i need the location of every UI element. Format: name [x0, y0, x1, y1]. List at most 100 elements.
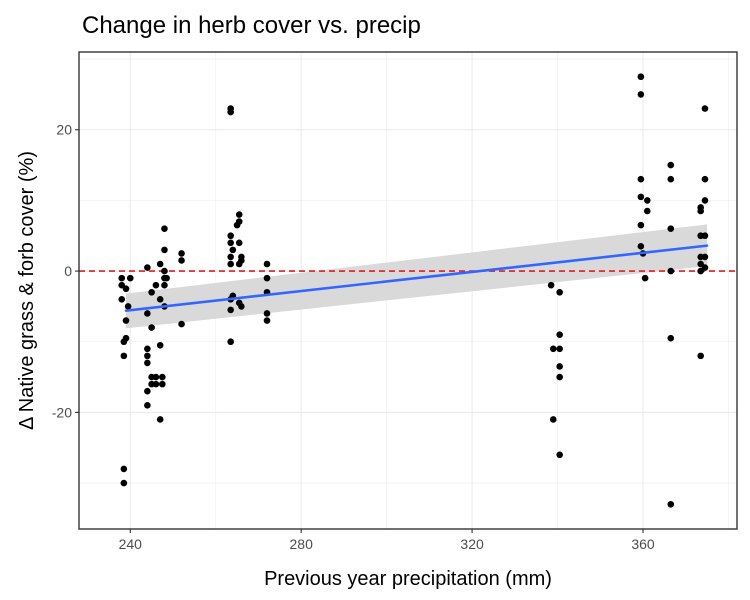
data-point	[227, 108, 234, 116]
x-tick-label: 320	[460, 536, 484, 552]
x-axis-ticks: 240 280 320 360	[119, 529, 655, 552]
data-point	[556, 288, 563, 296]
data-point	[667, 175, 675, 183]
data-point	[263, 310, 271, 317]
data-point	[643, 197, 651, 204]
data-point	[697, 207, 704, 215]
data-point	[152, 373, 160, 381]
data-point	[178, 250, 185, 257]
data-point	[549, 416, 557, 423]
data-point	[701, 232, 709, 240]
data-point	[156, 260, 164, 268]
data-point	[263, 260, 271, 268]
chart-title: Change in herb cover vs. precip	[82, 12, 421, 39]
data-point	[118, 274, 126, 282]
data-point	[637, 193, 645, 201]
data-point	[701, 253, 709, 261]
data-point	[549, 345, 557, 353]
confidence-band	[126, 224, 708, 329]
data-point	[667, 161, 675, 169]
data-point	[156, 341, 164, 349]
data-point	[556, 451, 563, 459]
data-point	[235, 218, 243, 225]
data-point	[144, 310, 151, 317]
data-point	[159, 380, 166, 388]
data-point	[238, 303, 245, 310]
plot-panel-border	[78, 51, 738, 530]
data-point	[144, 359, 151, 367]
data-point	[148, 288, 155, 296]
data-point	[178, 257, 185, 264]
data-point	[227, 306, 234, 314]
data-point	[152, 281, 160, 289]
data-point	[227, 232, 234, 240]
data-point	[637, 175, 645, 183]
x-axis-title: Previous year precipitation (mm)	[264, 568, 552, 590]
data-point	[144, 402, 151, 409]
trend-line	[124, 244, 709, 312]
data-point	[144, 352, 151, 360]
data-point	[227, 253, 234, 261]
data-point	[122, 317, 130, 324]
data-point	[238, 257, 245, 264]
data-point	[547, 281, 555, 289]
data-point	[159, 373, 166, 381]
data-point	[120, 465, 128, 473]
data-point	[148, 324, 155, 331]
data-point	[556, 363, 563, 370]
y-tick-label: 0	[64, 263, 72, 279]
data-point	[227, 260, 234, 268]
trend-line-layer	[124, 244, 709, 312]
data-point	[227, 338, 234, 346]
data-point	[120, 479, 128, 487]
x-tick-label: 240	[119, 536, 143, 552]
y-axis-ticks: -20 0 20	[52, 122, 79, 420]
y-axis-title: Δ Native grass & forb cover (%)	[16, 151, 38, 430]
data-point	[556, 345, 563, 353]
data-point	[701, 197, 709, 204]
data-point	[641, 274, 649, 282]
data-point	[556, 331, 563, 338]
data-point	[156, 416, 164, 423]
data-point	[161, 246, 168, 254]
x-tick-label: 360	[631, 536, 655, 552]
data-point	[697, 352, 704, 360]
y-tick-label: 20	[56, 122, 72, 138]
data-point	[144, 387, 151, 395]
data-point	[178, 320, 185, 328]
data-point	[637, 243, 645, 250]
data-points	[118, 73, 709, 508]
data-point	[161, 281, 168, 289]
data-point	[122, 285, 130, 293]
data-point	[263, 317, 271, 324]
data-point	[643, 207, 651, 215]
data-point	[156, 296, 164, 303]
data-point	[122, 334, 130, 342]
data-point	[163, 274, 170, 282]
data-point	[701, 264, 709, 271]
data-point	[701, 105, 709, 112]
data-point	[144, 264, 151, 271]
data-point	[667, 225, 675, 232]
data-point	[161, 267, 168, 275]
data-point	[637, 91, 645, 98]
data-point	[701, 175, 709, 183]
data-point	[229, 246, 237, 254]
data-point	[235, 211, 243, 218]
data-point	[667, 500, 675, 508]
y-tick-label: -20	[52, 404, 72, 420]
data-point	[161, 225, 168, 232]
data-point	[667, 267, 675, 275]
data-point	[263, 274, 271, 282]
data-point	[667, 334, 675, 342]
data-point	[126, 274, 134, 282]
confidence-band-layer	[126, 224, 708, 329]
data-point	[556, 373, 563, 381]
data-point	[227, 239, 234, 247]
data-point	[144, 345, 151, 353]
x-tick-label: 280	[290, 536, 314, 552]
data-point	[124, 303, 132, 310]
data-point	[235, 239, 243, 247]
data-point	[637, 221, 645, 229]
